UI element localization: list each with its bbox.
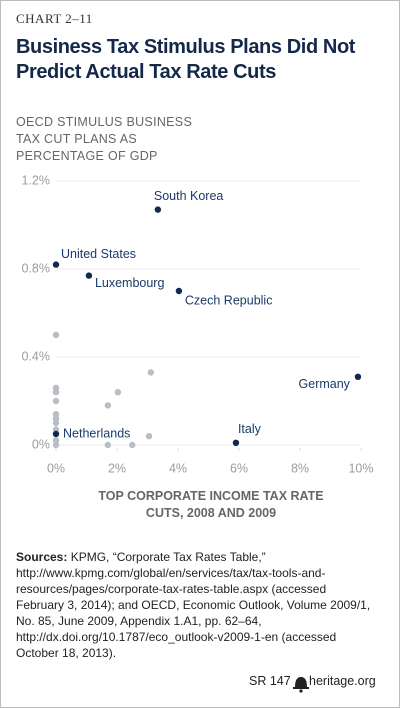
x-tick-label: 0%	[47, 461, 65, 475]
point-label: South Korea	[154, 189, 224, 203]
point	[52, 430, 60, 438]
point-label: United States	[61, 247, 136, 261]
point	[52, 397, 60, 405]
point	[52, 419, 60, 427]
point	[52, 411, 60, 418]
point	[52, 437, 60, 444]
x-axis-label: TOP CORPORATE INCOME TAX RATE CUTS, 2008…	[98, 489, 324, 520]
y-axis-label: OECD STIMULUS BUSINESS TAX CUT PLANS AS …	[16, 115, 193, 163]
y-tick-label: 1.2%	[22, 173, 51, 187]
point	[52, 384, 60, 391]
point	[52, 261, 60, 268]
point	[85, 272, 93, 279]
point	[104, 441, 112, 449]
y-tick-label: 0.4%	[22, 349, 51, 363]
point	[104, 402, 112, 409]
site: heritage.org	[309, 674, 376, 688]
point-label: Germany	[299, 377, 351, 391]
point	[232, 439, 240, 446]
point-label: Czech Republic	[185, 293, 273, 307]
point	[52, 331, 60, 339]
point	[145, 433, 153, 440]
x-tick-label: 8%	[291, 461, 309, 475]
point	[114, 389, 122, 396]
point	[52, 441, 60, 449]
point	[175, 287, 183, 295]
point	[129, 441, 136, 449]
point-label: Italy	[238, 422, 262, 436]
chart-title: Business Tax Stimulus Plans Did Not Pred…	[16, 36, 356, 83]
point	[52, 426, 60, 433]
sources-text: KPMG, “Corporate Tax Rates Table,” http:…	[16, 550, 371, 660]
point-label: Netherlands	[63, 426, 130, 440]
point	[52, 389, 60, 396]
x-tick-label: 10%	[348, 461, 373, 475]
bell-icon	[293, 677, 309, 693]
sources-label: Sources:	[16, 550, 68, 564]
point	[154, 206, 162, 213]
x-tick-label: 6%	[230, 461, 248, 475]
x-tick-label: 4%	[169, 461, 187, 475]
y-tick-label: 0.8%	[22, 261, 51, 275]
point	[147, 369, 155, 376]
y-tick-label: 0%	[32, 437, 50, 451]
sources: Sources: KPMG, “Corporate Tax Rates Tabl…	[16, 549, 371, 661]
report-number: SR 147	[249, 674, 291, 688]
point	[354, 373, 362, 380]
point	[52, 415, 60, 422]
chart-kicker: CHART 2–11	[16, 11, 93, 26]
point-label: Luxembourg	[95, 276, 165, 290]
x-tick-label: 2%	[108, 461, 126, 475]
